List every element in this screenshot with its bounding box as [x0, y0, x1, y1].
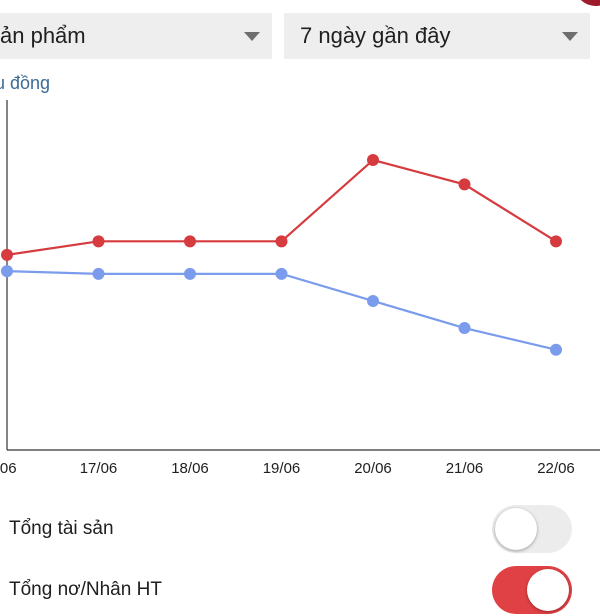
x-tick-label: 22/06 — [537, 460, 575, 477]
data-point-series-0[interactable] — [184, 235, 196, 248]
data-point-series-1[interactable] — [1, 265, 13, 278]
data-point-series-1[interactable] — [275, 267, 288, 280]
product-select-label: ản phẩm — [0, 23, 86, 48]
toggle-label-total-assets: Tổng tài sản — [9, 518, 114, 539]
data-point-series-1[interactable] — [458, 322, 471, 335]
toggle-label-total-debt: Tổng nơ/Nhân HT — [9, 579, 162, 600]
toggle-switch-total-debt[interactable] — [492, 566, 572, 614]
data-point-series-1[interactable] — [184, 267, 196, 280]
chevron-down-icon — [562, 32, 578, 41]
x-tick-label: 19/06 — [263, 460, 301, 477]
x-tick-label: 6/06 — [0, 460, 17, 477]
data-point-series-0[interactable] — [458, 178, 471, 191]
data-point-series-0[interactable] — [92, 235, 105, 248]
x-tick-label: 18/06 — [171, 460, 209, 477]
toggle-knob — [495, 508, 537, 550]
x-tick-label: 20/06 — [354, 460, 392, 477]
x-tick-label: 21/06 — [446, 460, 484, 477]
toggle-switch-total-assets[interactable] — [492, 505, 572, 553]
data-point-series-0[interactable] — [1, 248, 13, 261]
x-tick-label: 17/06 — [80, 460, 118, 477]
corner-decoration — [573, 0, 600, 14]
chart-unit-label: u đồng — [0, 73, 51, 93]
data-point-series-0[interactable] — [275, 235, 288, 248]
product-select[interactable]: ản phẩm — [0, 13, 272, 59]
date-range-select-label: 7 ngày gần đây — [300, 23, 451, 48]
series-line-1 — [6, 270, 557, 351]
data-point-series-1[interactable] — [550, 343, 562, 356]
data-point-series-1[interactable] — [367, 294, 379, 307]
toggle-row-total-assets: Tổng tài sản — [0, 505, 600, 555]
data-point-series-0[interactable] — [367, 154, 379, 167]
date-range-select[interactable]: 7 ngày gần đây — [284, 13, 590, 59]
data-point-series-1[interactable] — [92, 267, 105, 280]
toggle-row-total-debt: Tổng nơ/Nhân HT — [0, 566, 600, 616]
toggle-knob — [527, 569, 569, 611]
data-point-series-0[interactable] — [550, 235, 562, 248]
line-chart: 6/06 17/06 18/06 19/06 20/06 21/06 22/06 — [0, 100, 600, 477]
chevron-down-icon — [244, 32, 260, 41]
